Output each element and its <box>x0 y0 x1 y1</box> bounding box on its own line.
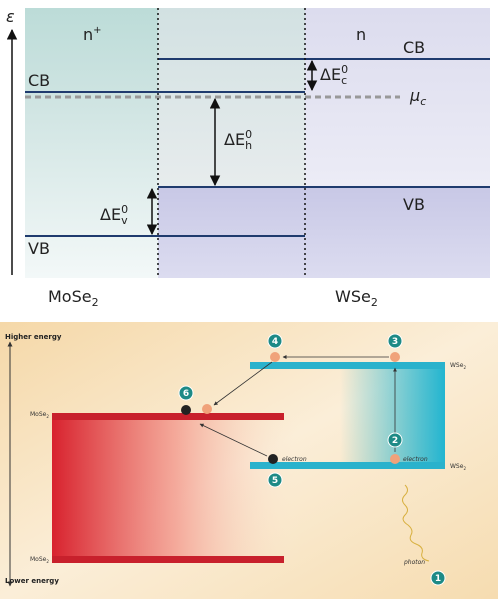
photon-wave <box>402 484 430 562</box>
right-vb-region <box>305 187 490 278</box>
axis-label: Higher energy <box>5 333 62 341</box>
particle-label: electron <box>403 456 428 463</box>
band-label: CB <box>28 71 50 90</box>
band-label: CB <box>403 38 425 57</box>
step-badge <box>387 432 403 448</box>
step-badge <box>430 570 446 586</box>
process-diagram: Higher energy Lower energy MoSe2 MoSe2 W… <box>0 322 498 599</box>
hole <box>202 404 212 414</box>
material-label: MoSe2 <box>30 556 49 564</box>
mose2-region <box>52 416 302 560</box>
left-region <box>25 8 158 278</box>
energy-label: ΔE0 v <box>100 203 128 227</box>
step-badge <box>178 385 194 401</box>
step-number: 1 <box>435 574 441 584</box>
arrow <box>199 423 268 457</box>
hole <box>270 352 280 362</box>
band-diagram: ε n+ n CB CB ΔE0 c μc ΔE0 h ΔE0 v VB VB MoS… <box>6 7 490 309</box>
wse2-band <box>250 362 445 369</box>
step-number: 6 <box>183 389 189 399</box>
material-label: WSe2 <box>450 362 466 370</box>
material-label: WSe2 <box>335 287 378 309</box>
electron <box>181 405 191 415</box>
mose2-band <box>52 556 284 563</box>
region-label: n <box>356 25 366 44</box>
step-badge <box>267 333 283 349</box>
step-number: 4 <box>272 337 278 347</box>
axis-label: ε <box>6 7 15 26</box>
particle-label: electron <box>282 456 307 463</box>
step-number: 3 <box>392 337 398 347</box>
band-label: VB <box>403 195 425 214</box>
step-badge <box>387 333 403 349</box>
material-label: MoSe2 <box>30 411 49 419</box>
material-label: WSe2 <box>450 463 466 471</box>
wse2-band <box>250 462 445 469</box>
step-badge <box>267 472 283 488</box>
energy-label: ΔE0 h <box>224 128 252 152</box>
step-number: 2 <box>392 436 398 446</box>
region-label: n+ <box>83 25 102 44</box>
hole <box>390 352 400 362</box>
axis-label: Lower energy <box>5 577 59 585</box>
energy-label: ΔE0 c <box>320 63 348 87</box>
arrow <box>213 361 273 406</box>
material-label: MoSe2 <box>48 287 99 309</box>
particle-label: photon <box>403 559 425 566</box>
mose2-band <box>52 413 284 420</box>
electron <box>268 454 278 464</box>
middle-vb-region <box>158 187 305 278</box>
wse2-region <box>340 366 445 466</box>
fermi-label: μc <box>409 86 426 108</box>
hole <box>390 454 400 464</box>
band-label: VB <box>28 239 50 258</box>
step-number: 5 <box>272 476 278 486</box>
